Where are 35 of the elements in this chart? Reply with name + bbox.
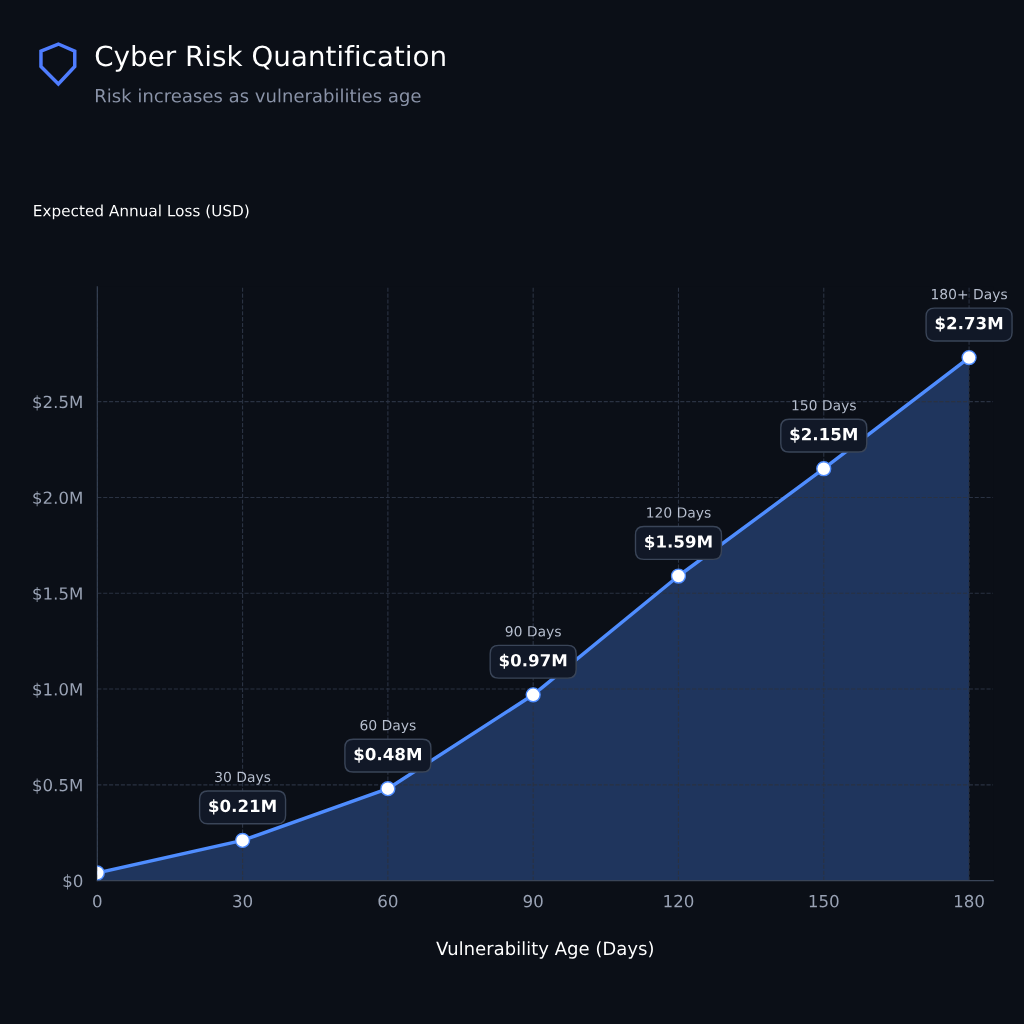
x-tick-label: 90 — [523, 894, 543, 908]
annotation: 120 Days — [647, 507, 711, 521]
y-tick-label: $0 — [63, 874, 83, 890]
y-tick-label: $1.5M — [33, 586, 82, 603]
x-tick-label: 60 — [378, 894, 398, 908]
chart-title: Cyber Risk Quantification — [95, 44, 445, 72]
data-label: $2.15M — [790, 427, 857, 443]
x-tick-label: 180 — [954, 894, 984, 908]
x-tick-label: 120 — [664, 894, 694, 908]
x-tick-label: 30 — [233, 894, 253, 908]
x-tick-label: 0 — [93, 894, 102, 908]
data-label: $0.21M — [209, 799, 276, 815]
y-tick-label: $2.0M — [33, 491, 82, 507]
chart-subtitle: Risk increases as vulnerabilities age — [95, 88, 421, 107]
data-label: $2.73M — [935, 316, 1003, 332]
point — [816, 461, 832, 477]
point — [234, 832, 251, 849]
point — [380, 781, 396, 797]
data-label: $0.97M — [499, 653, 567, 669]
annotation: 60 Days — [360, 719, 416, 734]
x-tick-label: 150 — [809, 894, 839, 908]
annotation: 30 Days — [215, 771, 271, 785]
y-tick-label: $0.5M — [33, 778, 82, 794]
annotation: 90 Days — [505, 626, 561, 640]
data-label: $0.48M — [354, 747, 421, 763]
point — [961, 349, 977, 366]
point — [670, 568, 687, 584]
x-axis-title: Vulnerability Age (Days) — [436, 941, 653, 959]
annotation: 180+ Days — [931, 288, 1007, 303]
y-tick-label: $1.0M — [33, 682, 82, 698]
y-tick-label: $2.5M — [33, 395, 82, 411]
y-axis-title: Expected Annual Loss (USD) — [34, 204, 249, 220]
data-label: $1.59M — [645, 534, 712, 550]
annotation: 150 Days — [792, 399, 856, 414]
point — [525, 687, 541, 703]
